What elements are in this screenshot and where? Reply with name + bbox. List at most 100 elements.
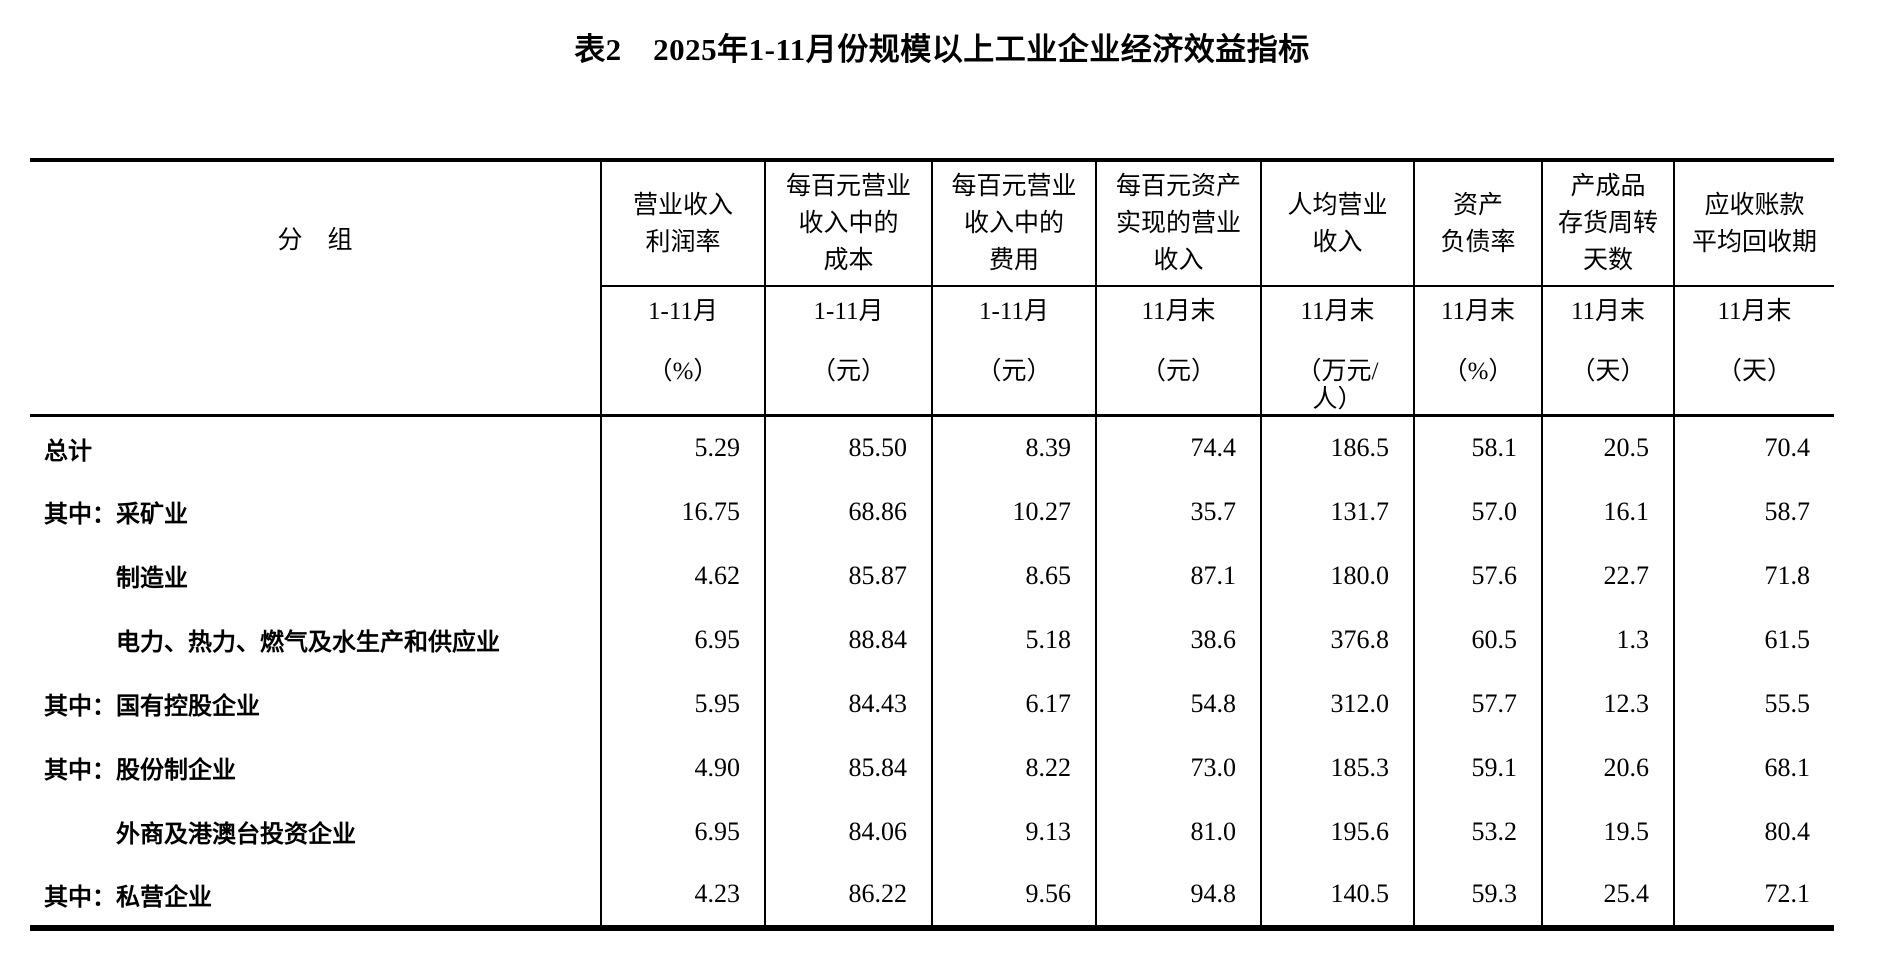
value-cell: 376.8	[1260, 607, 1414, 672]
value-cell: 19.5	[1541, 799, 1674, 864]
column-header: 应收账款 平均回收期	[1673, 160, 1834, 287]
column-subheader: 1-11月 （元）	[931, 286, 1096, 417]
stub-header-label: 分 组	[277, 227, 353, 254]
row-label: 其中：采矿业	[44, 502, 188, 528]
value-cell: 6.17	[931, 671, 1096, 736]
column-subheader: 11月末 （万元/ 人）	[1260, 286, 1414, 417]
value-cell: 88.84	[764, 607, 932, 672]
value-cell: 25.4	[1541, 863, 1674, 928]
value-cell: 84.06	[764, 799, 932, 864]
row-label: 其中：股份制企业	[44, 758, 236, 784]
value-cell: 85.87	[764, 543, 932, 608]
value-cell: 4.23	[600, 863, 765, 928]
value-cell: 61.5	[1673, 607, 1834, 672]
column-header: 资产 负债率	[1413, 160, 1542, 287]
stats-table: 分 组 营业收入 利润率 每百元营业 收入中的 成本 每百元营业 收入中的 费用 每百…	[30, 158, 1834, 931]
value-cell: 59.1	[1413, 735, 1542, 800]
value-cell: 71.8	[1673, 543, 1834, 608]
column-unit-label: （%）	[1442, 358, 1514, 385]
value-cell: 8.65	[931, 543, 1096, 608]
value-cell: 57.7	[1413, 671, 1542, 736]
value-cell: 6.95	[600, 607, 765, 672]
column-unit-label: （天）	[1716, 358, 1792, 385]
value-cell: 5.18	[931, 607, 1096, 672]
value-cell: 81.0	[1095, 799, 1261, 864]
table-row: 外商及港澳台投资企业 6.95 84.06 9.13 81.0 195.6 53.2 19.5…	[30, 799, 1834, 864]
value-cell: 35.7	[1095, 479, 1261, 544]
column-period-label: 11月末	[1300, 298, 1375, 325]
value-cell: 16.75	[600, 479, 765, 544]
column-subheader: 11月末 （天）	[1673, 286, 1834, 417]
column-unit-label: （万元/ 人）	[1296, 358, 1379, 413]
value-cell: 58.1	[1413, 415, 1542, 480]
column-header: 每百元资产 实现的营业 收入	[1095, 160, 1261, 287]
column-unit-label: （元）	[976, 358, 1052, 385]
value-cell: 54.8	[1095, 671, 1261, 736]
value-cell: 180.0	[1260, 543, 1414, 608]
column-subheader: 11月末 （天）	[1541, 286, 1674, 417]
row-label: 电力、热力、燃气及水生产和供应业	[116, 630, 500, 656]
value-cell: 20.5	[1541, 415, 1674, 480]
value-cell: 84.43	[764, 671, 932, 736]
value-cell: 4.90	[600, 735, 765, 800]
value-cell: 72.1	[1673, 863, 1834, 928]
value-cell: 68.1	[1673, 735, 1834, 800]
value-cell: 57.6	[1413, 543, 1542, 608]
value-cell: 80.4	[1673, 799, 1834, 864]
column-unit-label: （元）	[810, 358, 886, 385]
value-cell: 10.27	[931, 479, 1096, 544]
value-cell: 70.4	[1673, 415, 1834, 480]
stub-header: 分 组	[30, 160, 601, 417]
value-cell: 312.0	[1260, 671, 1414, 736]
value-cell: 8.39	[931, 415, 1096, 480]
value-cell: 186.5	[1260, 415, 1414, 480]
table-row: 制造业 4.62 85.87 8.65 87.1 180.0 57.6 22.7 71.8	[30, 543, 1834, 608]
value-cell: 59.3	[1413, 863, 1542, 928]
table-row: 其中：采矿业 16.75 68.86 10.27 35.7 131.7 57.0 16.1 58…	[30, 479, 1834, 544]
value-cell: 53.2	[1413, 799, 1542, 864]
value-cell: 1.3	[1541, 607, 1674, 672]
table-row: 电力、热力、燃气及水生产和供应业 6.95 88.84 5.18 38.6 376.8 60…	[30, 607, 1834, 672]
column-unit-label: （天）	[1570, 358, 1646, 385]
value-cell: 86.22	[764, 863, 932, 928]
value-cell: 20.6	[1541, 735, 1674, 800]
value-cell: 4.62	[600, 543, 765, 608]
row-label: 制造业	[116, 566, 188, 592]
column-header: 人均营业 收入	[1260, 160, 1414, 287]
column-subheader: 11月末 （元）	[1095, 286, 1261, 417]
column-subheader: 11月末 （%）	[1413, 286, 1542, 417]
value-cell: 140.5	[1260, 863, 1414, 928]
value-cell: 94.8	[1095, 863, 1261, 928]
value-cell: 5.95	[600, 671, 765, 736]
value-cell: 5.29	[600, 415, 765, 480]
value-cell: 73.0	[1095, 735, 1261, 800]
row-label: 总计	[44, 438, 92, 465]
column-unit-label: （元）	[1140, 358, 1216, 385]
value-cell: 12.3	[1541, 671, 1674, 736]
value-cell: 16.1	[1541, 479, 1674, 544]
value-cell: 58.7	[1673, 479, 1834, 544]
column-header: 每百元营业 收入中的 费用	[931, 160, 1096, 287]
table-title: 表2 2025年1-11月份规模以上工业企业经济效益指标	[574, 32, 1310, 67]
column-header: 产成品 存货周转 天数	[1541, 160, 1674, 287]
value-cell: 185.3	[1260, 735, 1414, 800]
value-cell: 131.7	[1260, 479, 1414, 544]
value-cell: 9.56	[931, 863, 1096, 928]
row-label: 其中：国有控股企业	[44, 694, 260, 720]
column-unit-label: （%）	[647, 358, 719, 385]
column-period-label: 11月末	[1717, 298, 1792, 325]
value-cell: 87.1	[1095, 543, 1261, 608]
value-cell: 55.5	[1673, 671, 1834, 736]
table-row: 总计 5.29 85.50 8.39 74.4 186.5 58.1 20.5 70.4	[30, 415, 1834, 480]
column-header: 营业收入 利润率	[600, 160, 765, 287]
column-period-label: 11月末	[1440, 298, 1516, 325]
column-period-label: 11月末	[1141, 298, 1216, 325]
column-period-label: 1-11月	[979, 298, 1049, 325]
value-cell: 74.4	[1095, 415, 1261, 480]
table-header: 分 组 营业收入 利润率 每百元营业 收入中的 成本 每百元营业 收入中的 费用 每百…	[30, 160, 1834, 417]
table-row: 其中：国有控股企业 5.95 84.43 6.17 54.8 312.0 57.7 12.3 5…	[30, 671, 1834, 736]
value-cell: 38.6	[1095, 607, 1261, 672]
value-cell: 85.50	[764, 415, 932, 480]
value-cell: 57.0	[1413, 479, 1542, 544]
